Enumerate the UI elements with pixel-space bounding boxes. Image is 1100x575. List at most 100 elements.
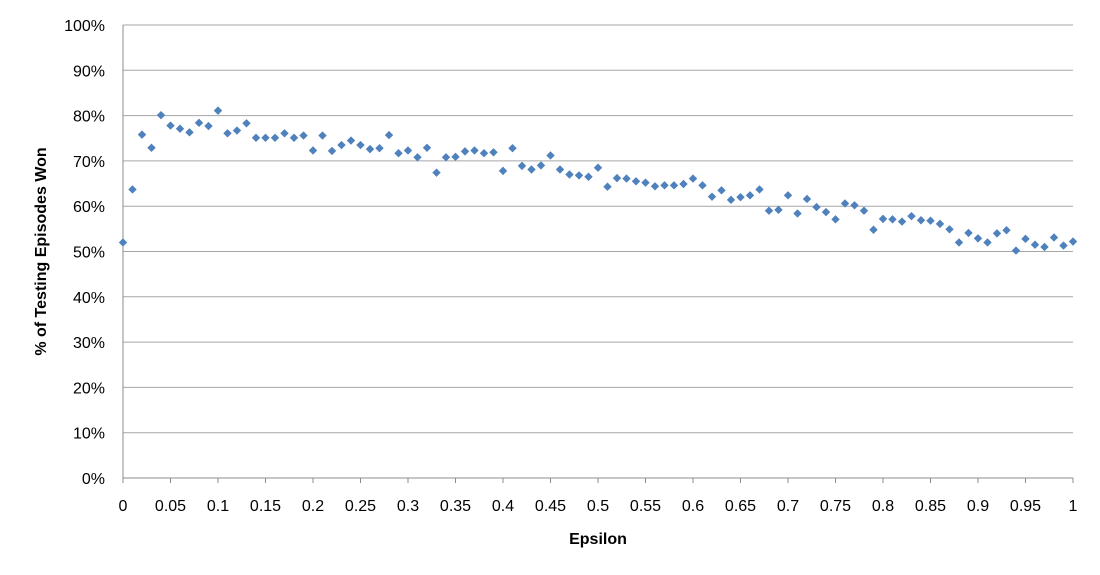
x-tick-label: 0.75 bbox=[820, 498, 851, 515]
data-point bbox=[717, 186, 726, 195]
data-point bbox=[1002, 226, 1011, 235]
x-tick-label: 0.15 bbox=[250, 498, 281, 515]
data-point bbox=[1011, 246, 1021, 255]
data-point bbox=[935, 219, 945, 229]
y-tick-labels: 0% 10% 20% 30% 40% 50% 60% 70% 80% 90% 100% bbox=[64, 18, 105, 488]
data-point bbox=[1059, 241, 1068, 250]
y-tick-label: 70% bbox=[73, 154, 105, 171]
data-point bbox=[660, 181, 669, 190]
data-point bbox=[992, 229, 1002, 238]
data-point bbox=[175, 124, 185, 133]
data-point bbox=[840, 199, 850, 208]
data-point bbox=[489, 148, 498, 157]
x-tick-label: 0.55 bbox=[630, 498, 661, 515]
x-tick-label: 0.05 bbox=[155, 498, 186, 515]
data-point bbox=[897, 217, 907, 226]
data-point bbox=[954, 238, 964, 247]
data-point bbox=[517, 161, 527, 171]
data-point bbox=[251, 133, 261, 142]
data-point bbox=[185, 128, 194, 137]
data-point bbox=[394, 148, 403, 158]
data-point bbox=[527, 165, 536, 174]
data-point bbox=[289, 133, 299, 142]
data-point bbox=[802, 194, 812, 204]
data-point bbox=[964, 228, 973, 238]
data-point bbox=[555, 165, 565, 174]
data-point bbox=[318, 131, 327, 140]
data-point bbox=[213, 106, 223, 115]
data-point bbox=[242, 119, 251, 128]
data-point bbox=[584, 172, 593, 181]
data-point bbox=[166, 121, 175, 130]
data-point bbox=[441, 153, 451, 162]
data-point bbox=[916, 216, 926, 225]
data-point bbox=[327, 146, 337, 156]
data-point bbox=[631, 177, 641, 186]
data-point bbox=[669, 181, 679, 190]
data-point bbox=[593, 163, 603, 172]
data-point bbox=[603, 182, 612, 191]
data-point bbox=[261, 133, 270, 142]
data-point bbox=[612, 173, 622, 183]
y-tick-label: 80% bbox=[73, 109, 105, 126]
gridlines bbox=[123, 24, 1073, 434]
y-tick-label: 20% bbox=[73, 380, 105, 397]
x-tick-label: 0.7 bbox=[777, 498, 799, 515]
y-tick-label: 90% bbox=[73, 63, 105, 80]
data-point bbox=[365, 144, 375, 154]
axes bbox=[122, 25, 1074, 483]
data-point bbox=[460, 147, 470, 156]
y-axis-title: % of Testing Episodes Won bbox=[33, 147, 50, 355]
data-point bbox=[498, 166, 508, 176]
data-point bbox=[546, 151, 555, 160]
x-tick-label: 0.25 bbox=[345, 498, 376, 515]
x-tick-label: 0.1 bbox=[207, 498, 229, 515]
data-point bbox=[745, 191, 755, 200]
data-point bbox=[1049, 233, 1059, 242]
data-point bbox=[821, 207, 831, 217]
x-tick-label: 0.95 bbox=[1010, 498, 1041, 515]
data-point bbox=[1030, 240, 1040, 249]
data-point bbox=[536, 161, 546, 170]
y-tick-label: 100% bbox=[64, 18, 105, 35]
x-tick-label: 0.2 bbox=[302, 498, 324, 515]
data-points bbox=[118, 106, 1078, 255]
data-point bbox=[641, 178, 650, 187]
data-point bbox=[812, 202, 821, 212]
data-point bbox=[622, 174, 631, 183]
data-point bbox=[736, 192, 745, 202]
data-point bbox=[850, 201, 859, 210]
data-point bbox=[650, 182, 660, 191]
x-tick-labels: 0 0.05 0.1 0.15 0.2 0.25 0.3 0.35 0.4 0.45 0.5 0.55… bbox=[119, 498, 1078, 515]
y-tick-label: 0% bbox=[82, 471, 105, 488]
data-point bbox=[565, 170, 574, 179]
data-point bbox=[926, 216, 935, 225]
x-tick-label: 0.9 bbox=[967, 498, 989, 515]
data-point bbox=[888, 215, 897, 224]
data-point bbox=[973, 234, 983, 243]
x-tick-label: 0.8 bbox=[872, 498, 894, 515]
data-point bbox=[983, 238, 992, 247]
data-point bbox=[118, 238, 128, 247]
data-point bbox=[859, 206, 869, 215]
data-point bbox=[299, 131, 308, 140]
y-tick-label: 60% bbox=[73, 199, 105, 216]
data-point bbox=[194, 118, 204, 128]
x-tick-label: 0 bbox=[119, 498, 128, 515]
x-tick-label: 0.35 bbox=[440, 498, 471, 515]
data-point bbox=[384, 130, 394, 140]
x-axis-title: Epsilon bbox=[569, 531, 627, 548]
x-tick-label: 0.5 bbox=[587, 498, 609, 515]
x-tick-label: 0.6 bbox=[682, 498, 704, 515]
data-point bbox=[1068, 237, 1078, 246]
data-point bbox=[726, 195, 736, 205]
data-point bbox=[223, 129, 232, 138]
data-point bbox=[451, 152, 460, 162]
data-point bbox=[470, 146, 479, 155]
x-tick-label: 1 bbox=[1069, 498, 1078, 515]
x-tick-label: 0.65 bbox=[725, 498, 756, 515]
data-point bbox=[783, 191, 793, 200]
data-point bbox=[280, 129, 289, 138]
data-point bbox=[156, 110, 166, 120]
